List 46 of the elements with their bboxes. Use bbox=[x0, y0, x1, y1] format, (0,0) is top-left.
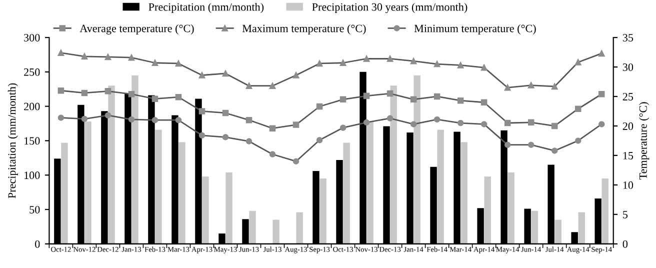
bar bbox=[108, 86, 115, 244]
y2-tick-label: 10 bbox=[623, 181, 634, 189]
bar bbox=[437, 130, 444, 244]
bar bbox=[178, 142, 186, 244]
legend-label: Precipitation (mm/month) bbox=[148, 2, 264, 14]
legend-label: Precipitation 30 years (mm/month) bbox=[312, 2, 468, 14]
bar bbox=[61, 142, 68, 244]
bar bbox=[155, 130, 162, 244]
bar bbox=[84, 121, 92, 244]
bar bbox=[414, 75, 420, 244]
bar bbox=[249, 210, 256, 244]
bar bbox=[320, 178, 326, 244]
bar bbox=[531, 210, 538, 244]
bar bbox=[484, 176, 491, 244]
bar bbox=[602, 178, 608, 244]
bar bbox=[132, 75, 138, 244]
y2-axis-title: Temperature (°C) bbox=[639, 102, 650, 180]
y2-tick-label: 0 bbox=[622, 240, 628, 248]
bar bbox=[226, 172, 232, 244]
y2-tick-label: 30 bbox=[622, 63, 634, 71]
bar bbox=[554, 220, 562, 244]
bar bbox=[296, 212, 303, 244]
y2-tick-label: 5 bbox=[623, 210, 628, 218]
y-axis-title: Precipitation (mm/month) bbox=[8, 83, 18, 198]
y-tick-label: 100 bbox=[24, 172, 40, 180]
legend-label: Minimum temperature (°C) bbox=[414, 24, 536, 34]
y-tick-label: 200 bbox=[24, 102, 40, 110]
bar bbox=[390, 86, 397, 244]
bar bbox=[578, 212, 585, 244]
y-tick-label: 150 bbox=[24, 137, 40, 145]
y-tick-label: 50 bbox=[30, 206, 40, 214]
bar bbox=[508, 172, 514, 244]
y2-tick-label: 35 bbox=[622, 34, 634, 42]
y2-tick-label: 15 bbox=[623, 152, 634, 160]
y-tick-label: 0 bbox=[35, 240, 40, 248]
bar bbox=[343, 142, 350, 244]
bar bbox=[272, 220, 280, 244]
legend-label: Average temperature (°C) bbox=[80, 24, 194, 34]
y-tick-label: 250 bbox=[24, 68, 40, 76]
y2-tick-label: 20 bbox=[622, 122, 634, 130]
y2-tick-label: 25 bbox=[622, 92, 634, 100]
bar bbox=[366, 121, 374, 244]
bar bbox=[202, 176, 209, 244]
bar bbox=[460, 142, 468, 244]
legend-label: Maximum temperature (°C) bbox=[242, 24, 366, 34]
y-tick-label: 300 bbox=[24, 34, 40, 42]
